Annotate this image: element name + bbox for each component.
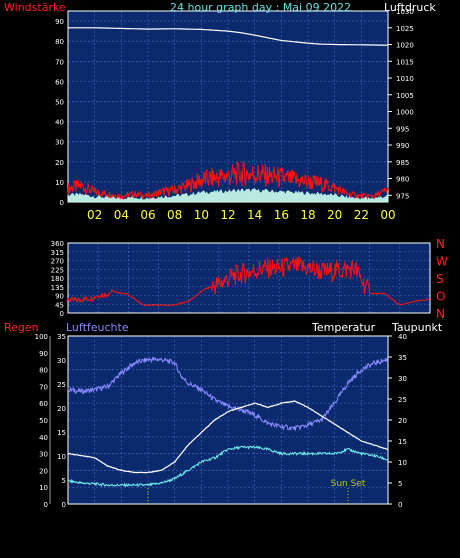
rain-y-tick: 25 bbox=[57, 381, 66, 389]
luftdruck-label: Luftdruck bbox=[384, 1, 436, 14]
temperatur-label: Temperatur bbox=[312, 321, 376, 334]
pressure-y-tick: 995 bbox=[396, 125, 409, 133]
direction-y-tick: 315 bbox=[51, 249, 64, 257]
x-tick-label: 04 bbox=[114, 208, 129, 222]
x-tick-label: 16 bbox=[274, 208, 289, 222]
temp-y-tick: 35 bbox=[398, 354, 407, 362]
rain-y-tick: 0 bbox=[62, 501, 66, 509]
x-tick-label: 14 bbox=[247, 208, 262, 222]
wind-direction-line bbox=[67, 256, 431, 307]
pressure-y-tick: 1015 bbox=[396, 58, 414, 66]
x-tick-label: 06 bbox=[140, 208, 155, 222]
humidity-y-tick: 10 bbox=[39, 484, 48, 492]
direction-y-tick: 225 bbox=[51, 266, 64, 274]
direction-y-tick: 135 bbox=[51, 284, 64, 292]
pressure-y-tick: 980 bbox=[396, 176, 409, 184]
pressure-y-tick: 1005 bbox=[396, 92, 414, 100]
pressure-y-tick: 1030 bbox=[396, 8, 414, 16]
pressure-y-tick: 1010 bbox=[396, 75, 414, 83]
humidity-y-tick: 40 bbox=[39, 434, 48, 442]
direction-panel-grid bbox=[68, 243, 430, 313]
dewpoint-line bbox=[67, 445, 389, 488]
wind-y-tick: 60 bbox=[55, 78, 64, 86]
pressure-y-tick: 985 bbox=[396, 159, 409, 167]
wind-y-tick: 40 bbox=[55, 119, 64, 127]
direction-compass-label: O bbox=[436, 290, 445, 304]
humidity-y-tick: 100 bbox=[35, 333, 48, 341]
direction-panel-frame bbox=[67, 242, 431, 314]
chart-title: 24 hour graph day : Mai 09 2022 bbox=[170, 1, 352, 14]
direction-y-tick: 270 bbox=[51, 258, 64, 266]
humidity-y-tick: 0 bbox=[44, 501, 48, 509]
temperature-line bbox=[67, 400, 389, 474]
humidity-line bbox=[67, 356, 389, 431]
temp-y-tick: 15 bbox=[398, 438, 407, 446]
temp-y-tick: 30 bbox=[398, 375, 407, 383]
wind-y-tick: 0 bbox=[60, 199, 64, 207]
rain-y-tick: 35 bbox=[57, 333, 66, 341]
x-tick-label: 10 bbox=[194, 208, 209, 222]
humidity-y-tick: 80 bbox=[39, 367, 48, 375]
pressure-y-tick: 1025 bbox=[396, 25, 414, 33]
wind-y-tick: 70 bbox=[55, 58, 64, 66]
temp-y-tick: 20 bbox=[398, 417, 407, 425]
humidity-y-tick: 50 bbox=[39, 417, 48, 425]
x-tick-label: 12 bbox=[220, 208, 235, 222]
direction-y-tick: 180 bbox=[51, 275, 64, 283]
x-tick-label: 20 bbox=[327, 208, 342, 222]
wind-panel-background bbox=[68, 11, 388, 202]
regen-label: Regen bbox=[4, 321, 39, 334]
direction-y-tick: 90 bbox=[55, 293, 64, 301]
temp-y-tick: 40 bbox=[398, 333, 407, 341]
direction-compass-label: N bbox=[436, 237, 445, 251]
humidity-y-tick: 70 bbox=[39, 383, 48, 391]
rain-y-tick: 15 bbox=[57, 429, 66, 437]
rain-y-tick: 10 bbox=[57, 453, 66, 461]
x-tick-label: 08 bbox=[167, 208, 182, 222]
humidity-y-tick: 20 bbox=[39, 467, 48, 475]
direction-compass-label: W bbox=[436, 255, 448, 269]
pressure-y-tick: 975 bbox=[396, 192, 409, 200]
pressure-y-tick: 1000 bbox=[396, 109, 414, 117]
direction-compass-label: S bbox=[436, 272, 444, 286]
wind-avg-area bbox=[68, 188, 388, 202]
wind-panel-grid bbox=[68, 11, 388, 202]
rain-y-tick: 5 bbox=[62, 477, 66, 485]
direction-y-tick: 0 bbox=[60, 310, 64, 318]
temp-y-tick: 10 bbox=[398, 459, 407, 467]
humidity-y-tick: 60 bbox=[39, 400, 48, 408]
x-tick-label: 22 bbox=[354, 208, 369, 222]
pressure-line bbox=[68, 27, 388, 46]
wind-y-tick: 90 bbox=[55, 18, 64, 26]
humidity-y-tick: 90 bbox=[39, 350, 48, 358]
wind-y-tick: 80 bbox=[55, 38, 64, 46]
humidity-y-tick: 30 bbox=[39, 451, 48, 459]
x-tick-label: 02 bbox=[87, 208, 102, 222]
wind-y-tick: 20 bbox=[55, 159, 64, 167]
pressure-y-tick: 1020 bbox=[396, 42, 414, 50]
temp-y-tick: 0 bbox=[398, 501, 402, 509]
sunset-label: Sun Set bbox=[331, 479, 366, 489]
wind-y-tick: 50 bbox=[55, 98, 64, 106]
windstaerke-label: Windstärke bbox=[4, 1, 66, 14]
rain-y-tick: 30 bbox=[57, 357, 66, 365]
x-tick-label: 18 bbox=[300, 208, 315, 222]
wind-y-tick: 30 bbox=[55, 139, 64, 147]
direction-y-tick: 360 bbox=[51, 240, 64, 248]
rain-y-tick: 20 bbox=[57, 405, 66, 413]
temp-y-tick: 5 bbox=[398, 480, 402, 488]
luftfeuchte-label: Luftfeuchte bbox=[66, 321, 129, 334]
pressure-y-tick: 990 bbox=[396, 142, 409, 150]
direction-compass-label: N bbox=[436, 307, 445, 321]
x-tick-label: 00 bbox=[380, 208, 395, 222]
wind-speed-line bbox=[67, 160, 389, 201]
climate-panel-grid bbox=[68, 336, 388, 504]
wind-y-tick: 10 bbox=[55, 179, 64, 187]
taupunkt-label: Taupunkt bbox=[392, 321, 443, 334]
direction-y-tick: 45 bbox=[55, 301, 64, 309]
temp-y-tick: 25 bbox=[398, 396, 407, 404]
